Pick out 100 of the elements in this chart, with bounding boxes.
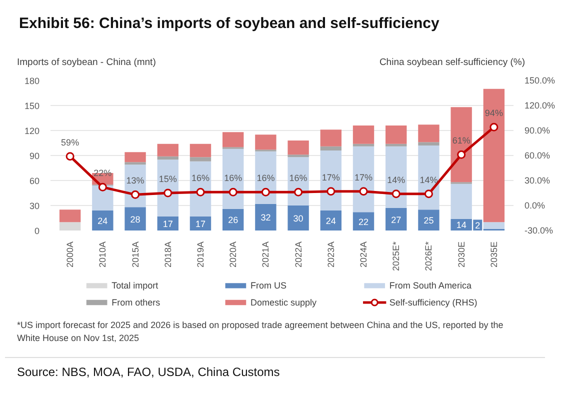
- y-tick-label: 180: [24, 76, 40, 86]
- x-tick-label: 2023A: [326, 241, 336, 268]
- bar: [157, 160, 178, 216]
- bar: [320, 150, 342, 210]
- bar: [483, 88, 505, 222]
- data-label: 14: [456, 220, 466, 230]
- bar: [255, 151, 276, 204]
- data-label: 59%: [61, 137, 80, 148]
- legend-label: From others: [112, 298, 161, 308]
- legend-label: Domestic supply: [250, 298, 318, 308]
- bar: [418, 142, 440, 146]
- bar: [418, 146, 440, 210]
- legend-label: From US: [250, 280, 287, 291]
- data-label: 24: [98, 216, 108, 226]
- data-label: 16%: [289, 173, 308, 184]
- y2-axis-title: China soybean self-sufficiency (%): [379, 56, 525, 70]
- data-label: 32: [260, 212, 271, 223]
- bar: [450, 184, 472, 219]
- bar: [288, 140, 309, 155]
- point: [66, 152, 74, 161]
- x-tick-label: 2035E: [488, 241, 499, 268]
- point: [98, 182, 107, 192]
- data-label: 61%: [452, 136, 470, 146]
- y-tick-label: 30: [29, 201, 40, 211]
- data-label: 15%: [158, 174, 177, 184]
- y-axis-title: Imports of soybean - China (mnt): [17, 56, 156, 70]
- data-label: 16%: [256, 173, 275, 184]
- bar: [288, 157, 309, 206]
- data-label: 17%: [354, 172, 373, 182]
- x-tick-label: 2022A: [293, 241, 304, 268]
- bar: [255, 134, 276, 150]
- bar: [124, 162, 146, 165]
- data-label: 17: [195, 218, 206, 229]
- point: [424, 190, 433, 198]
- y2-tick-label: 90.0%: [524, 126, 550, 136]
- point: [131, 190, 140, 199]
- x-tick-label: 2030E: [456, 241, 466, 268]
- x-tick-label: 2018A: [162, 241, 173, 268]
- point: [326, 187, 336, 196]
- y2-tick-label: 0.0%: [524, 200, 546, 210]
- bar: [352, 126, 374, 144]
- legend-label: From South America: [389, 280, 472, 291]
- x-tick-label: 2021A: [260, 241, 271, 268]
- data-label: 17: [162, 218, 173, 229]
- bar: [59, 210, 81, 222]
- data-label: 14%: [387, 174, 406, 185]
- point: [164, 188, 172, 198]
- bar: [222, 132, 244, 148]
- bar: [386, 144, 407, 146]
- point: [457, 150, 466, 159]
- x-tick-label: 2026E*: [424, 241, 434, 272]
- y2-tick-label: 30.0%: [524, 176, 550, 186]
- data-label: 24: [326, 216, 336, 226]
- point: [196, 188, 205, 196]
- bar: [190, 157, 212, 162]
- data-label: 25: [424, 216, 434, 226]
- point: [294, 188, 303, 196]
- y2-tick-label: 150.0%: [524, 76, 556, 86]
- bar: [124, 152, 146, 162]
- data-label: 22: [358, 216, 369, 227]
- bar: [157, 144, 178, 156]
- data-label: 16%: [191, 173, 210, 184]
- x-tick-label: 2000A: [65, 241, 76, 268]
- bar: [190, 144, 212, 158]
- bar: [190, 161, 212, 216]
- text: *US import forecast for 2025 and 2026 is based on proposed trade agreement between China and the US, reported by the White House on Nov 1st, 2025: [16, 319, 504, 345]
- bar: [386, 126, 407, 144]
- bar: [418, 124, 440, 142]
- data-label: 13%: [126, 176, 144, 186]
- y2-tick-label: 120.0%: [524, 100, 556, 110]
- data-label: 28: [130, 214, 140, 224]
- bar: [288, 154, 309, 158]
- x-tick-label: 2010A: [98, 241, 108, 268]
- y-tick-label: 150: [24, 101, 40, 111]
- data-label: 30: [293, 214, 304, 224]
- bar: [352, 146, 374, 212]
- source-note: Source: NBS, MOA, FAO, USDA, China Customs: [5, 357, 545, 382]
- data-label: 27: [391, 214, 402, 225]
- bar: [483, 222, 505, 229]
- y2-tick-label: -30.0%: [524, 226, 554, 236]
- x-tick-label: 2024A: [358, 241, 369, 268]
- legend-label: Self-sufficiency (RHS): [389, 298, 478, 308]
- legend-label: Total import: [112, 280, 159, 291]
- bar: [450, 107, 472, 182]
- chart-title: Exhibit 56: China’s imports of soybean and self-sufficiency: [18, 14, 440, 34]
- data-label: 26: [228, 215, 238, 226]
- y2-tick-label: 60.0%: [524, 150, 550, 160]
- x-tick-label: 2020A: [228, 241, 238, 268]
- bar: [222, 148, 244, 209]
- data-label: 94%: [484, 108, 503, 118]
- bar: [386, 146, 407, 208]
- y-tick-label: 0: [34, 226, 40, 236]
- x-tick-label: 2019A: [195, 241, 206, 268]
- data-label: 2: [475, 220, 480, 231]
- bar: [352, 144, 374, 146]
- point: [228, 188, 238, 196]
- x-tick-label: 2025E*: [391, 241, 402, 272]
- data-label: 14%: [420, 174, 438, 185]
- data-label: 17%: [322, 172, 340, 182]
- bar: [320, 130, 342, 146]
